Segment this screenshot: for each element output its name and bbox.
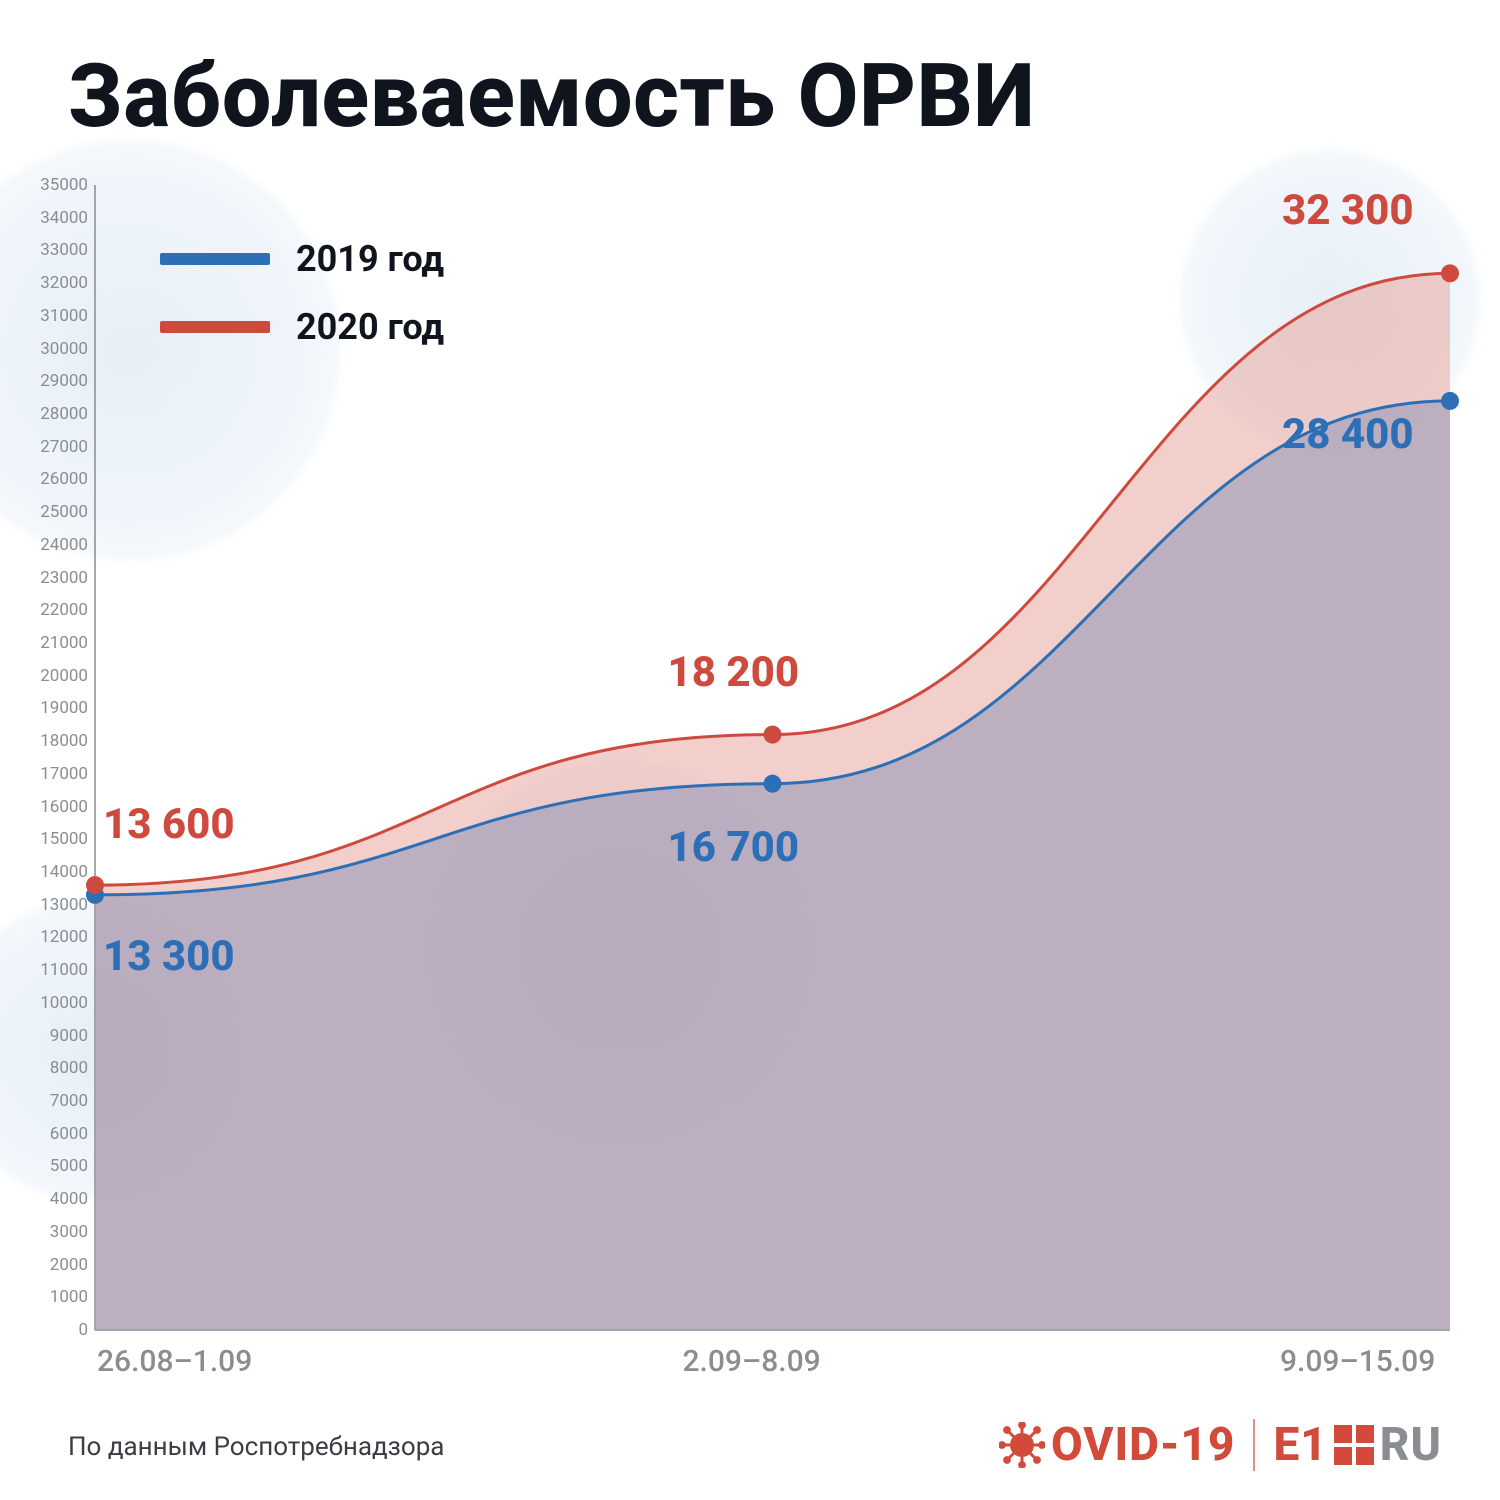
y-axis-tick: 30000: [33, 339, 88, 359]
y-axis-tick: 3000: [33, 1222, 88, 1242]
x-axis-tick: 9.09–15.09: [1280, 1344, 1435, 1379]
value-label: 18 200: [668, 648, 800, 697]
value-label: 32 300: [1282, 186, 1414, 235]
y-axis-tick: 14000: [33, 862, 88, 882]
data-point: [1441, 392, 1459, 410]
y-axis-tick: 28000: [33, 404, 88, 424]
y-axis-tick: 5000: [33, 1156, 88, 1176]
legend-label: 2019 год: [296, 238, 444, 280]
incidence-chart: [95, 185, 1450, 1330]
legend-swatch: [160, 321, 270, 333]
y-axis-tick: 8000: [33, 1058, 88, 1078]
chart-svg: [95, 185, 1450, 1330]
y-axis-tick: 10000: [33, 993, 88, 1013]
y-axis-tick: 31000: [33, 306, 88, 326]
y-axis-tick: 15000: [33, 829, 88, 849]
footer-logos: OVID-19 E1 RU: [999, 1418, 1442, 1472]
y-axis-tick: 18000: [33, 731, 88, 751]
y-axis-tick: 7000: [33, 1091, 88, 1111]
covid19-text: OVID-19: [1051, 1418, 1235, 1472]
y-axis-tick: 23000: [33, 568, 88, 588]
legend-label: 2020 год: [296, 306, 444, 348]
y-axis-tick: 35000: [33, 175, 88, 195]
data-point: [1441, 264, 1459, 282]
y-axis-tick: 25000: [33, 502, 88, 522]
y-axis-tick: 29000: [33, 371, 88, 391]
y-axis-tick: 17000: [33, 764, 88, 784]
data-point: [86, 876, 104, 894]
y-axis-tick: 1000: [33, 1287, 88, 1307]
e1-text: E1: [1273, 1418, 1327, 1472]
y-axis-tick: 4000: [33, 1189, 88, 1209]
logo-divider: [1253, 1419, 1255, 1471]
x-axis-tick: 26.08–1.09: [97, 1344, 252, 1379]
value-label: 13 600: [103, 800, 235, 849]
y-axis-tick: 19000: [33, 698, 88, 718]
y-axis-tick: 13000: [33, 895, 88, 915]
y-axis-tick: 12000: [33, 927, 88, 947]
y-axis-tick: 6000: [33, 1124, 88, 1144]
y-axis-tick: 27000: [33, 437, 88, 457]
y-axis-tick: 20000: [33, 666, 88, 686]
ru-text: RU: [1380, 1418, 1442, 1472]
y-axis-tick: 9000: [33, 1026, 88, 1046]
y-axis-tick: 22000: [33, 600, 88, 620]
y-axis-tick: 21000: [33, 633, 88, 653]
y-axis-tick: 33000: [33, 240, 88, 260]
y-axis-tick: 11000: [33, 960, 88, 980]
covid19-logo: OVID-19: [999, 1418, 1235, 1472]
value-label: 16 700: [668, 823, 800, 872]
data-source: По данным Роспотребнадзора: [68, 1432, 444, 1462]
legend-item: 2019 год: [160, 238, 444, 280]
e1-square-icon: [1334, 1425, 1374, 1465]
y-axis-tick: 16000: [33, 797, 88, 817]
virus-icon: [999, 1422, 1045, 1468]
y-axis-tick: 32000: [33, 273, 88, 293]
legend-item: 2020 год: [160, 306, 444, 348]
data-point: [764, 726, 782, 744]
value-label: 13 300: [103, 932, 235, 981]
legend-swatch: [160, 253, 270, 265]
y-axis-tick: 24000: [33, 535, 88, 555]
y-axis-tick: 26000: [33, 469, 88, 489]
x-axis-tick: 2.09–8.09: [683, 1344, 821, 1379]
data-point: [764, 775, 782, 793]
chart-legend: 2019 год 2020 год: [160, 238, 444, 348]
y-axis-tick: 0: [33, 1320, 88, 1340]
y-axis-tick: 2000: [33, 1255, 88, 1275]
value-label: 28 400: [1282, 410, 1414, 459]
page-title: Заболеваемость ОРВИ: [68, 45, 1035, 148]
e1-logo: E1 RU: [1273, 1418, 1442, 1472]
y-axis-tick: 34000: [33, 208, 88, 228]
